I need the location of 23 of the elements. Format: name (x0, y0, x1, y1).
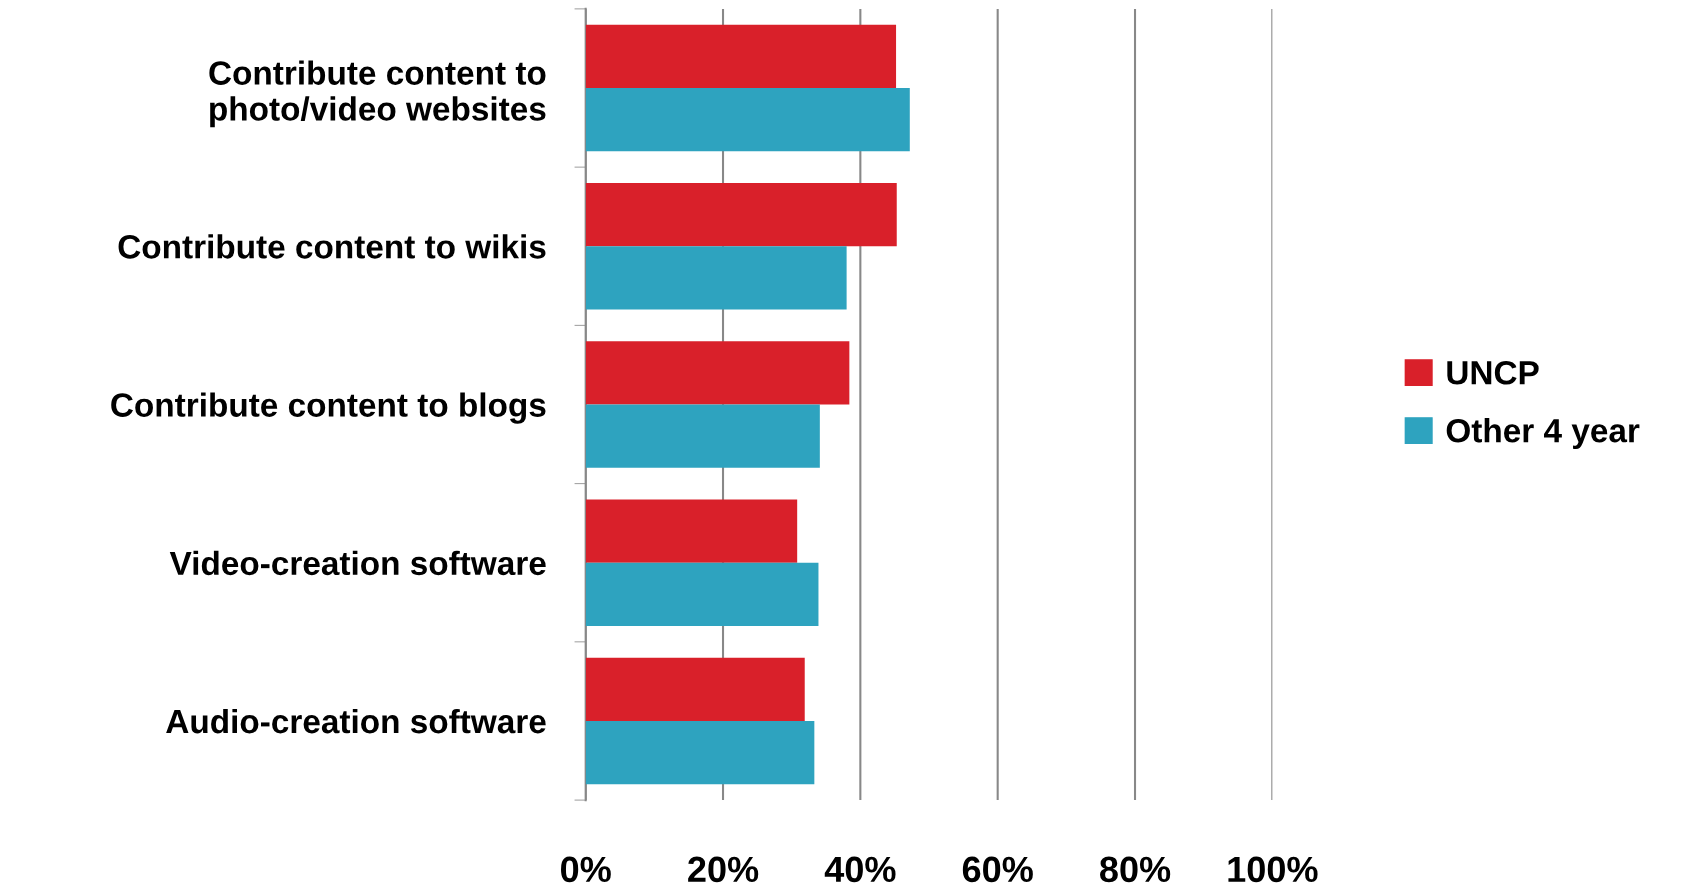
bar (585, 657, 805, 721)
x-tick-label: 60% (962, 856, 1033, 883)
x-tick-label: 20% (688, 856, 759, 883)
x-tick-label: 100% (1228, 856, 1318, 883)
x-tick-label: 40% (824, 856, 896, 883)
bar (585, 562, 819, 627)
bar (585, 24, 897, 89)
y-tick-label: Video-creation software (169, 550, 546, 576)
x-tick-label: 0% (561, 856, 611, 883)
legend-label: UNCP (1447, 360, 1539, 385)
y-tick-label: Audio-creation software (166, 708, 546, 734)
y-tick-label: Contribute content to blogs (111, 392, 546, 424)
bar (585, 88, 910, 152)
bar (585, 720, 815, 785)
bar (585, 404, 820, 468)
bar (585, 182, 897, 247)
legend-label: Other 4 year (1446, 418, 1640, 450)
y-tick-label: Contribute content to photo/video websites (209, 60, 546, 128)
bar (585, 341, 850, 405)
x-tick-label: 80% (1100, 856, 1171, 883)
bar (585, 246, 847, 310)
y-tick-label: Contribute content to wikis (118, 234, 546, 259)
bar (585, 499, 798, 563)
